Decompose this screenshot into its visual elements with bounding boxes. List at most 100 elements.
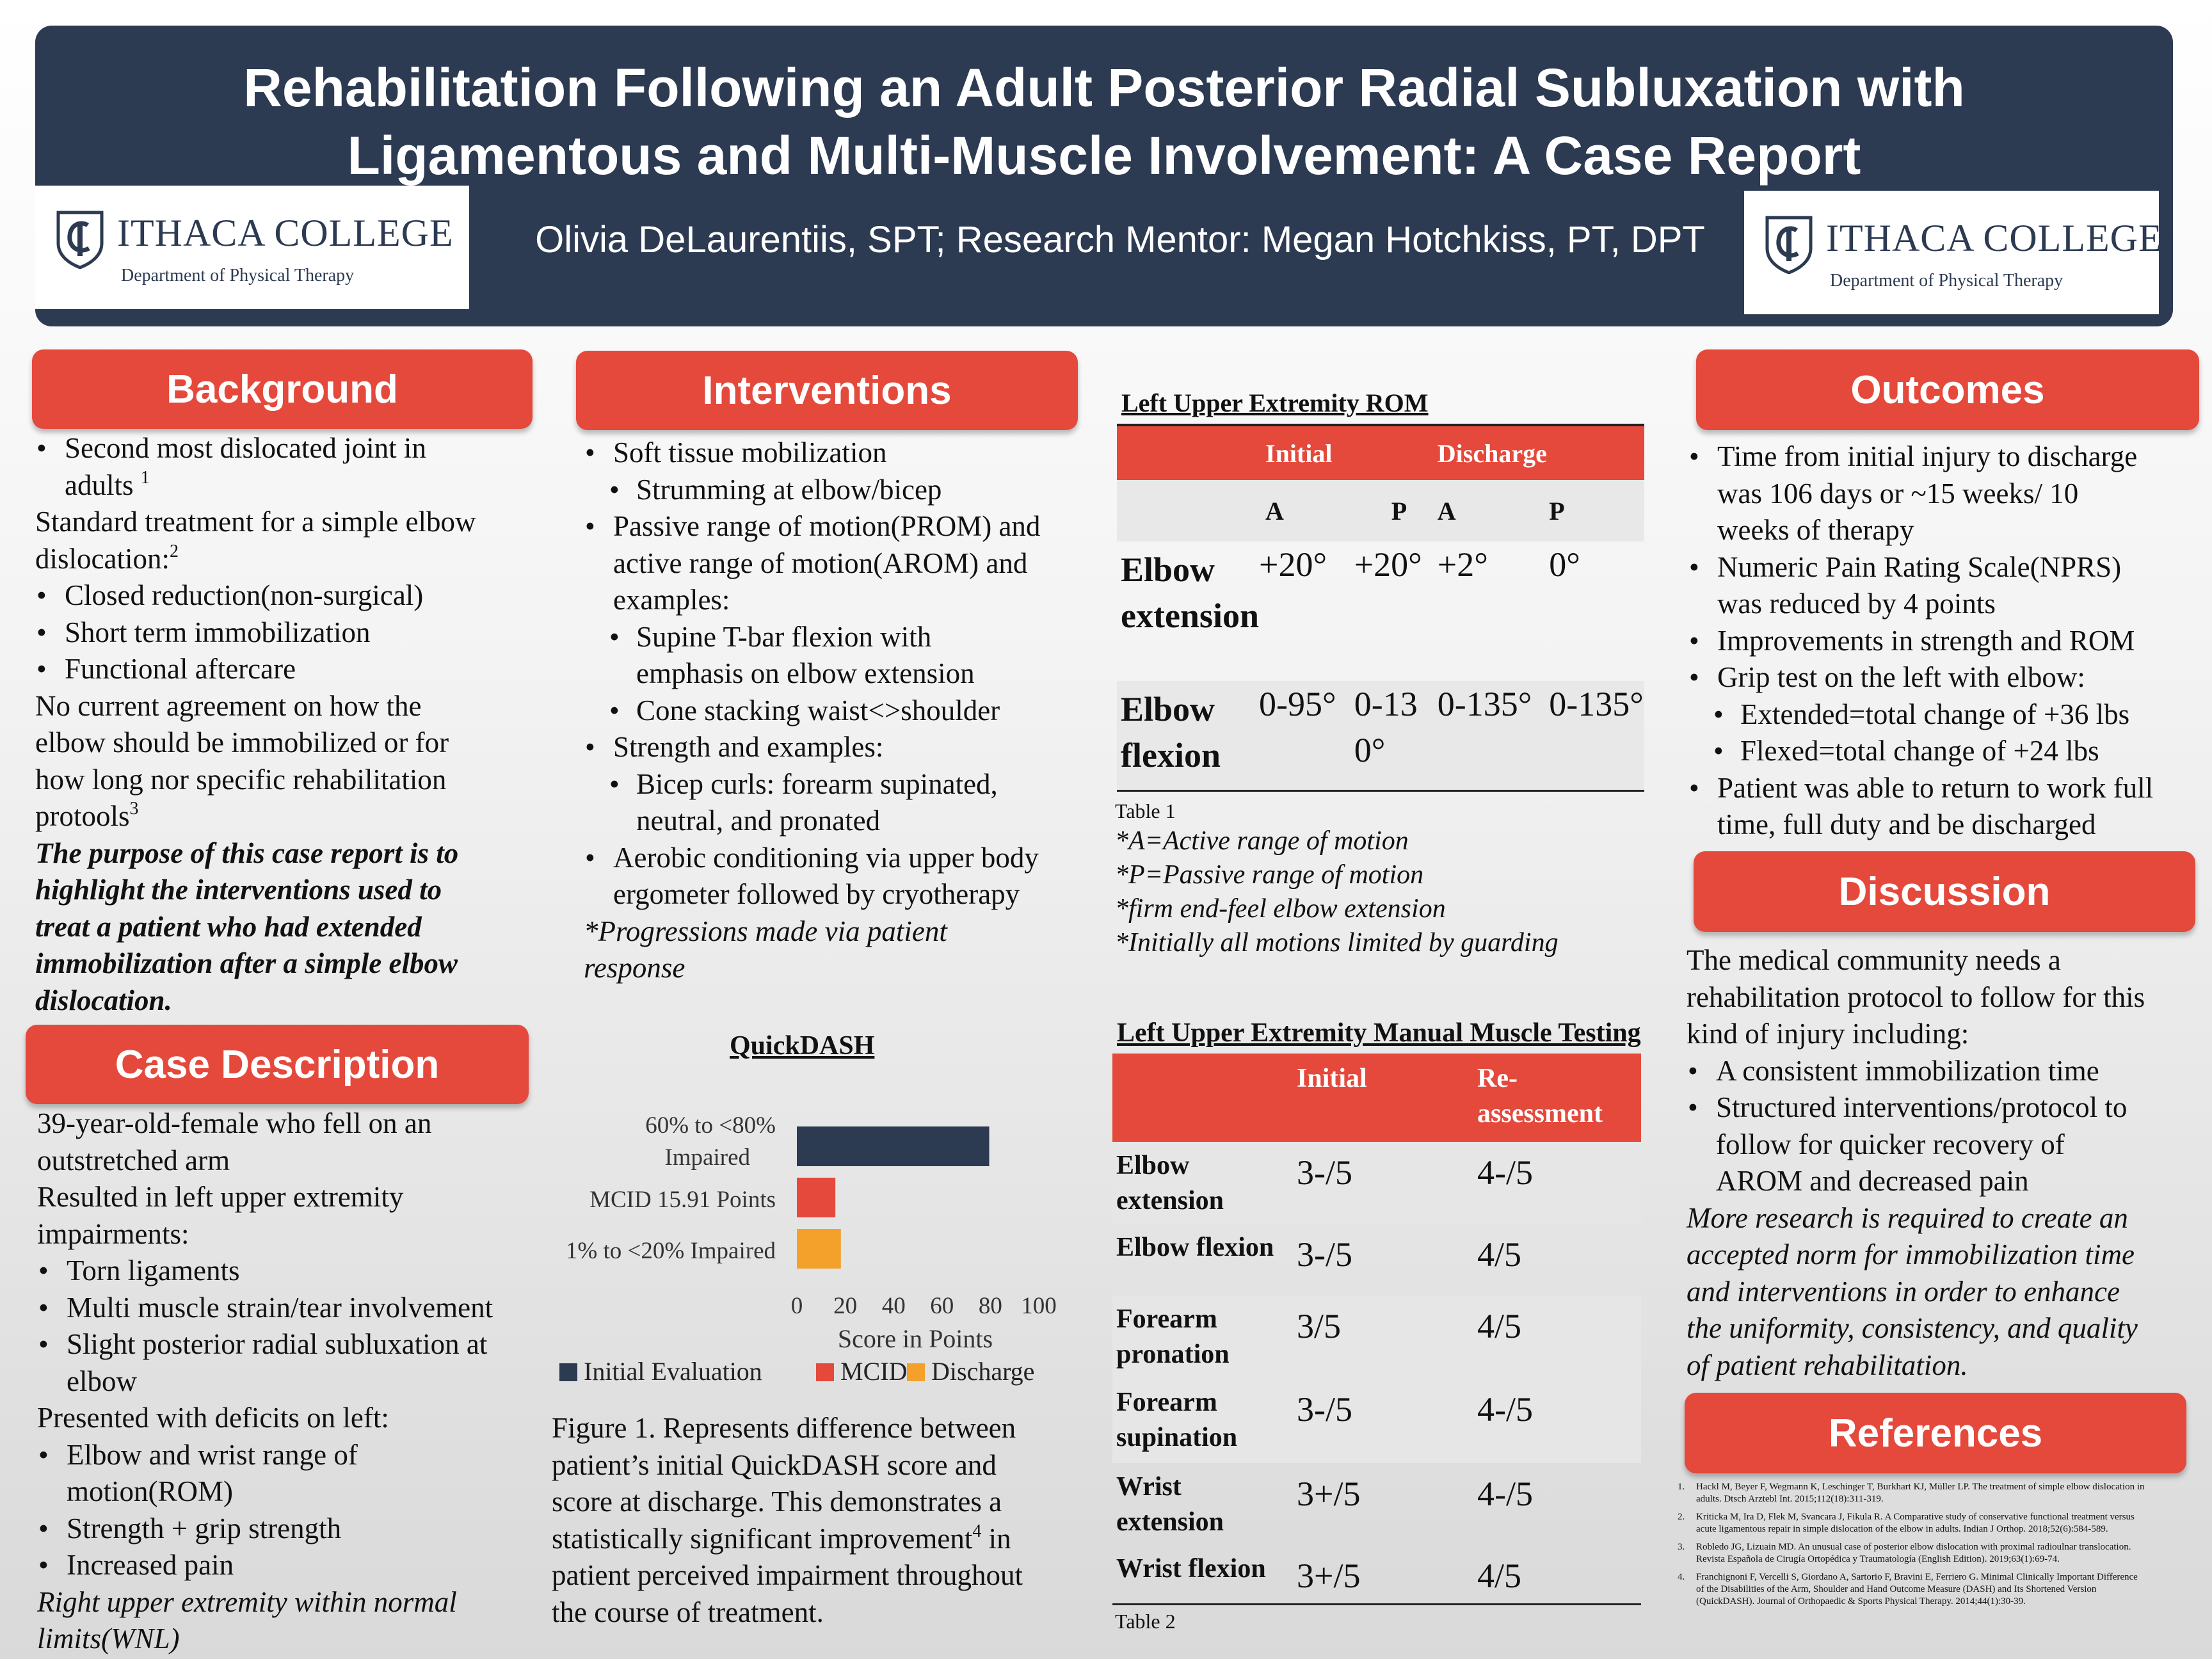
list-item: Cone stacking waist<>shoulder (584, 693, 1089, 730)
logo-department: Department of Physical Therapy (121, 266, 355, 285)
cell-reassessment: 4-/5 (1477, 1475, 1533, 1513)
references-heading: References (1685, 1393, 2186, 1473)
ithaca-shield-icon (1765, 216, 1813, 274)
table-header-row: Initial Discharge (1117, 426, 1644, 480)
list-item: Improvements in strength and ROM (1688, 623, 2193, 660)
row-label: Forearm supination (1112, 1379, 1293, 1463)
rom-table: Initial Discharge A P A P Elbow extension… (1117, 426, 1644, 791)
category-label: MCID 15.91 Points (589, 1187, 776, 1213)
row-label: Forearm pronation (1112, 1295, 1293, 1379)
header-passive: P (1354, 480, 1438, 541)
table-label: Table 2 (1115, 1610, 1176, 1633)
cell-initial-active: 0-95° (1259, 685, 1336, 723)
case-description-section: 39-year-old-female who fell on an outstre… (37, 1105, 536, 1658)
x-tick-label: 100 (1021, 1293, 1057, 1319)
cell-initial: 3-/5 (1293, 1379, 1477, 1463)
reference-item: Kriticka M, Ira D, Flek M, Svancara J, F… (1687, 1511, 2148, 1535)
rom-table-title: Left Upper Extremity ROM (1121, 389, 1429, 417)
table-row: Wrist flexion 3+/5 4/5 (1112, 1545, 1641, 1628)
cell-initial: 3/5 (1293, 1295, 1477, 1379)
paragraph: More research is required to create an ac… (1687, 1201, 2138, 1381)
legend-swatch (907, 1363, 925, 1381)
category-label: Impaired (664, 1144, 750, 1171)
table-row: Wrist extension 3+/5 4-/5 (1112, 1463, 1641, 1545)
cell-initial-passive: +20° (1354, 545, 1422, 584)
ithaca-college-logo-left: ITHACA COLLEGE Department of Physical Th… (35, 186, 469, 309)
bar-discharge (797, 1229, 841, 1269)
interventions-heading: Interventions (576, 351, 1078, 430)
purpose-statement: The purpose of this case report is to hig… (35, 837, 459, 1016)
legend-swatch (559, 1363, 577, 1381)
list-item: Aerobic conditioning via upper bodyergom… (584, 840, 1089, 913)
legend-label: MCID (840, 1357, 907, 1386)
rom-table-notes: Table 1 *A=Active range of motion *P=Pas… (1115, 797, 1640, 960)
header-reassessment: Re-assessment (1477, 1054, 1641, 1142)
cell-reassessment: 4-/5 (1477, 1142, 1641, 1224)
table-row: Elbow flexion 0-95° 0-130° 0-135° 0-135° (1117, 681, 1644, 791)
table-subheader-row: A P A P (1117, 480, 1644, 541)
row-label: Elbow flexion (1121, 690, 1221, 774)
interventions-section: Soft tissue mobilization Strumming at el… (584, 435, 1089, 987)
list-item: Slight posterior radial subluxation atel… (37, 1326, 536, 1400)
outcomes-heading: Outcomes (1696, 349, 2199, 430)
cell-discharge-active: +2° (1437, 545, 1488, 584)
table-row: Forearm pronation 3/5 4/5 (1112, 1295, 1641, 1379)
cell-reassessment: 4/5 (1477, 1557, 1522, 1595)
quickdash-chart: 60% to <80% Impaired MCID 15.91 Points 1… (538, 1088, 1088, 1395)
list-item: Time from initial injury to dischargewas… (1688, 438, 2193, 549)
poster-header: Rehabilitation Following an Adult Poster… (35, 26, 2173, 326)
ithaca-college-logo-right: ITHACA COLLEGE Department of Physical Th… (1744, 191, 2162, 314)
list-item: Strength + grip strength (37, 1511, 536, 1548)
header-passive: P (1545, 480, 1644, 541)
table-rule (1112, 1603, 1641, 1605)
list-item: Structured interventions/protocol tofoll… (1687, 1089, 2199, 1200)
table-rule (1117, 790, 1644, 792)
row-label: Wrist extension (1116, 1472, 1224, 1537)
x-axis-label: Score in Points (838, 1324, 993, 1353)
author-line: Olivia DeLaurentiis, SPT; Research Mento… (535, 219, 1705, 260)
table-row: Forearm supination 3-/5 4-/5 (1112, 1379, 1641, 1463)
poster-title: Rehabilitation Following an Adult Poster… (243, 58, 1965, 186)
logo-college-name: ITHACA COLLEGE (117, 212, 454, 254)
list-item: Strumming at elbow/bicep (584, 472, 1089, 509)
cell-reassessment: 4-/5 (1477, 1379, 1641, 1463)
quickdash-chart-svg: 60% to <80% Impaired MCID 15.91 Points 1… (559, 1112, 1057, 1386)
cell-reassessment: 4/5 (1477, 1295, 1641, 1379)
cell-discharge-passive: 0° (1549, 545, 1580, 584)
table-label: Table 1 (1115, 799, 1176, 822)
discussion-heading: Discussion (1694, 851, 2195, 932)
references-list: Hackl M, Beyer F, Wegmann K, Leschinger … (1636, 1481, 2148, 1614)
bar-mcid (797, 1178, 836, 1217)
list-item: Passive range of motion(PROM) andactive … (584, 508, 1089, 619)
table-row: Elbow extension +20° +20° +2° 0° (1117, 541, 1644, 681)
legend-label: Discharge (931, 1357, 1034, 1386)
background-heading: Background (32, 349, 533, 429)
header-initial: Initial (1293, 1054, 1477, 1142)
x-tick-label: 80 (979, 1293, 1002, 1319)
paragraph: Resulted in left upper extremity impairme… (37, 1181, 404, 1250)
paragraph: Standard treatment for a simple elbow dis… (35, 506, 476, 575)
logo-department: Department of Physical Therapy (1830, 271, 2064, 291)
list-item: Grip test on the left with elbow: (1688, 659, 2193, 696)
legend-swatch (816, 1363, 834, 1381)
figure-caption: Figure 1. Represents difference between … (552, 1412, 1023, 1628)
paragraph: 39-year-old-female who fell on an outstre… (37, 1107, 432, 1176)
list-item: Flexed=total change of +24 lbs (1688, 733, 2193, 770)
case-description-heading: Case Description (26, 1025, 529, 1104)
list-item: Increased pain (37, 1547, 536, 1584)
reference-item: Robledo JG, Lizuain MD. An unusual case … (1687, 1541, 2148, 1566)
list-item: Patient was able to return to work fullt… (1688, 770, 2193, 844)
paragraph: Right upper extremity within normal limit… (37, 1585, 457, 1655)
table-row: Elbow extension 3-/5 4-/5 (1112, 1142, 1641, 1224)
list-item: Numeric Pain Rating Scale(NPRS)was reduc… (1688, 549, 2193, 623)
reference-item: Franchignoni F, Vercelli S, Giordano A, … (1687, 1571, 2148, 1608)
paragraph: Presented with deficits on left: (37, 1402, 389, 1434)
cell-initial: 3+/5 (1297, 1475, 1361, 1513)
cell-initial-active: +20° (1259, 545, 1327, 584)
reference-item: Hackl M, Beyer F, Wegmann K, Leschinger … (1687, 1481, 2148, 1505)
list-item: A consistent immobilization time (1687, 1053, 2199, 1090)
list-item: Strength and examples: (584, 729, 1089, 766)
discussion-section: The medical community needs a rehabilitat… (1687, 942, 2199, 1384)
